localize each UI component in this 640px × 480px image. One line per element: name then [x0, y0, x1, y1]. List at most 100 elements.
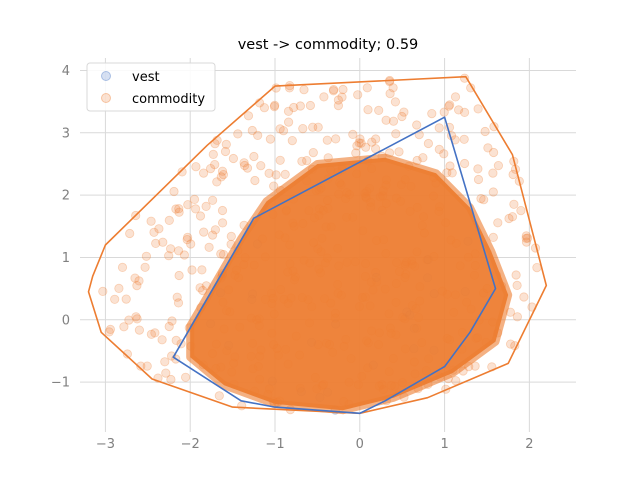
commodity-point [287, 136, 297, 146]
commodity-point [146, 329, 156, 339]
commodity-point [453, 105, 464, 115]
commodity-point [388, 83, 398, 93]
legend-label-vest: vest [132, 70, 160, 85]
commodity-point [423, 138, 433, 149]
commodity-point [270, 100, 280, 111]
commodity-point [146, 216, 156, 226]
commodity-point [217, 166, 228, 176]
commodity-point [220, 146, 231, 157]
commodity-point [253, 130, 263, 140]
commodity-point [237, 401, 247, 411]
y-tick-label: 1 [62, 251, 70, 266]
chart-title: vest -> commodity; 0.59 [238, 37, 419, 53]
commodity-point [459, 158, 470, 169]
x-tick-label: 1 [440, 437, 448, 452]
commodity-point [119, 322, 129, 332]
y-tick-label: 4 [62, 64, 70, 79]
commodity-point [289, 102, 299, 113]
commodity-point [228, 153, 238, 164]
commodity-point [299, 85, 309, 95]
commodity-point [445, 161, 455, 171]
commodity-point [217, 205, 228, 216]
commodity-point [166, 374, 176, 385]
commodity-point [338, 84, 348, 95]
commodity-point [480, 126, 490, 137]
commodity-point [354, 138, 364, 148]
commodity-point [473, 104, 483, 114]
commodity-point [208, 195, 218, 205]
commodity-point [226, 231, 236, 241]
commodity-point [247, 125, 257, 136]
commodity-point [136, 361, 146, 371]
commodity-point [361, 142, 371, 152]
commodity-point [104, 327, 114, 337]
x-tick-label: 0 [356, 437, 364, 452]
commodity-point [121, 294, 131, 304]
y-tick-label: 2 [62, 189, 70, 204]
commodity-point [210, 225, 220, 235]
commodity-point [504, 213, 514, 224]
commodity-point [271, 170, 281, 180]
commodity-point [488, 147, 499, 158]
commodity-point [132, 280, 142, 291]
commodity-point [177, 167, 187, 177]
x-tick-label: −1 [265, 437, 284, 452]
commodity-point [206, 164, 216, 174]
commodity-point [158, 237, 168, 247]
commodity-point [519, 292, 529, 302]
commodity-point [199, 227, 209, 237]
commodity-point [442, 168, 452, 178]
commodity-point [397, 111, 407, 122]
x-tick-label: 2 [525, 437, 533, 452]
commodity-point [473, 174, 484, 185]
hull-lines [87, 75, 548, 415]
tick-labels: −3 −2 −1 0 1 2 −1 0 1 2 3 4 [51, 64, 534, 452]
x-tick-label: −3 [96, 437, 115, 452]
commodity-point [167, 316, 177, 326]
commodity-point [218, 170, 228, 180]
commodity-point [493, 161, 503, 171]
commodity-point [160, 357, 170, 367]
commodity-point [371, 134, 381, 144]
commodity-point [140, 262, 150, 272]
commodity-point [269, 102, 279, 112]
commodity-point [509, 199, 519, 209]
commodity-point [521, 237, 532, 247]
commodity-point [328, 86, 339, 96]
commodity-point [98, 286, 108, 296]
commodity-point [149, 227, 159, 237]
commodity-point [459, 107, 470, 118]
commodity-point [195, 283, 205, 293]
commodity-point [328, 85, 339, 95]
commodity-point [182, 235, 192, 245]
commodity-point [233, 129, 243, 139]
legend-marker-vest [101, 71, 111, 81]
commodity-point [174, 270, 184, 281]
commodity-point [256, 161, 266, 171]
commodity-point [470, 361, 480, 371]
commodity-point [384, 77, 395, 87]
commodity-point [186, 239, 196, 249]
commodity-point [183, 200, 193, 210]
commodity-point [239, 158, 249, 168]
commodity-point [154, 224, 164, 234]
commodity-point [131, 312, 141, 322]
commodity-point [532, 262, 542, 273]
commodity-point [150, 328, 160, 338]
commodity-point [212, 177, 222, 187]
commodity-point [516, 206, 526, 216]
commodity-point [221, 139, 231, 149]
commodity-point [521, 231, 531, 241]
commodity-point [353, 90, 363, 100]
commodity-point [473, 164, 483, 174]
commodity-point [388, 116, 399, 126]
commodity-point [283, 117, 294, 127]
commodity-point [445, 100, 455, 110]
commodity-point [505, 339, 516, 349]
commodity-point [166, 244, 176, 254]
commodity-point [295, 101, 305, 111]
commodity-point [522, 233, 533, 243]
commodity-point [259, 103, 269, 113]
commodity-point [164, 215, 174, 225]
commodity-point [134, 276, 144, 286]
